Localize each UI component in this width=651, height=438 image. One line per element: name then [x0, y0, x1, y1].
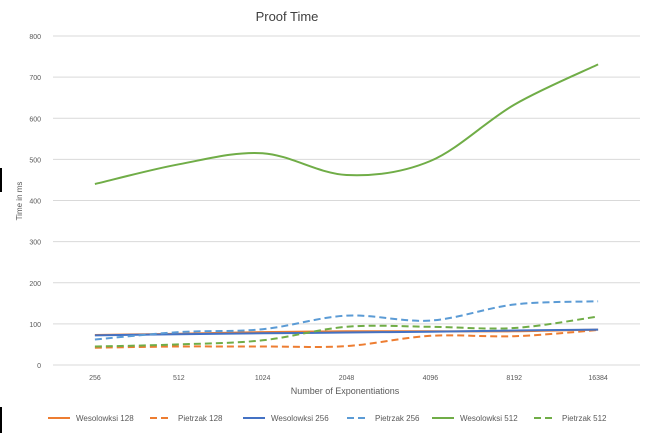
- x-tick-label: 2048: [339, 375, 355, 382]
- y-tick-label: 400: [29, 199, 41, 206]
- y-axis-label: Time in ms: [15, 182, 24, 221]
- y-tick-label: 200: [29, 281, 41, 288]
- legend-label: Pietrzak 256: [375, 414, 420, 423]
- y-tick-label: 600: [29, 116, 41, 123]
- series-line-6: [94, 315, 599, 348]
- x-tick-label: 1024: [255, 375, 271, 382]
- y-tick-label: 700: [29, 75, 41, 82]
- legend-label: Wesolowksi 256: [271, 414, 329, 423]
- y-tick-label: 800: [29, 34, 41, 41]
- series-line-2: [94, 329, 599, 349]
- legend-item: Wesolowksi 512: [432, 414, 518, 423]
- legend-label: Pietrzak 128: [178, 414, 223, 423]
- series-line-4: [94, 300, 599, 341]
- legend-item: Wesolowksi 128: [48, 414, 134, 423]
- y-tick-label: 100: [29, 322, 41, 329]
- edge-marker: [0, 407, 2, 433]
- y-tick-label: 300: [29, 240, 41, 247]
- legend-label: Wesolowksi 512: [460, 414, 518, 423]
- gridlines: [53, 35, 640, 325]
- y-tick-label: 0: [37, 363, 41, 370]
- legend-item: Pietrzak 256: [347, 414, 420, 423]
- series-lines: [94, 63, 599, 349]
- x-axis-label: Number of Exponentiations: [291, 386, 400, 396]
- x-axis-ticks: 256 512 1024 2048 4096 8192 16384: [89, 375, 608, 382]
- legend-label: Pietrzak 512: [562, 414, 607, 423]
- chart-title: Proof Time: [256, 9, 319, 24]
- x-tick-label: 256: [89, 375, 101, 382]
- series-line-5: [94, 63, 599, 185]
- legend-label: Wesolowksi 128: [76, 414, 134, 423]
- x-tick-label: 8192: [506, 375, 522, 382]
- x-tick-label: 16384: [588, 375, 608, 382]
- legend-item: Pietrzak 128: [150, 414, 223, 423]
- y-tick-label: 500: [29, 157, 41, 164]
- legend: Wesolowksi 128 Pietrzak 128 Wesolowksi 256…: [48, 414, 607, 423]
- edge-marker: [0, 168, 2, 192]
- y-axis-ticks: 0 100 200 300 400 500 600 700 800: [29, 34, 41, 370]
- series-line-3: [94, 328, 599, 337]
- x-tick-label: 4096: [423, 375, 439, 382]
- legend-item: Wesolowksi 256: [243, 414, 329, 423]
- legend-item: Pietrzak 512: [534, 414, 607, 423]
- x-tick-label: 512: [173, 375, 185, 382]
